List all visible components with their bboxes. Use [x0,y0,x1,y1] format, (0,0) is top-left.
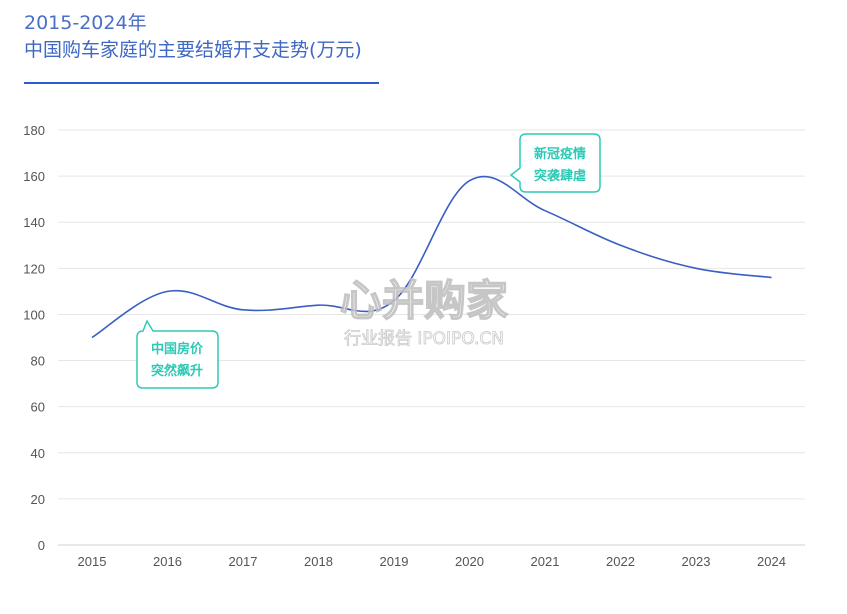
watermark-brand: 心并购家 [340,276,508,325]
series-line [91,175,772,339]
y-tick-label: 80 [31,354,45,369]
title-block: 2015-2024年 中国购车家庭的主要结婚开支走势(万元) [24,10,362,64]
x-tick-label: 2019 [380,554,409,569]
x-tick-label: 2017 [229,554,258,569]
y-tick-label: 40 [31,446,45,461]
y-tick-label: 140 [23,215,45,230]
callout-house-price-line1: 中国房价 [151,341,204,357]
y-tick-label: 120 [23,261,45,276]
x-tick-label: 2015 [78,554,107,569]
x-tick-label: 2022 [606,554,635,569]
grid-lines [58,129,805,546]
watermark-sub: 行业报告 IPOIPO.CN [344,329,504,349]
x-tick-label: 2016 [153,554,182,569]
y-tick-label: 60 [31,400,45,415]
callout-covid: 新冠疫情 突袭肆虐 [509,133,601,193]
chart-subtitle: 2015-2024年 [24,12,147,34]
y-axis-ticks: 0 20 40 60 80 100 120 140 160 180 [23,123,45,553]
callout-covid-box [509,133,601,193]
chart-title: 中国购车家庭的主要结婚开支走势(万元) [24,39,362,61]
title-underline [24,82,379,84]
callout-house-price-box [136,319,219,389]
callout-house-price: 中国房价 突然飙升 [136,319,219,389]
x-axis-ticks: 2015 2016 2017 2018 2019 2020 2021 2022 2023 2024 [78,554,786,569]
x-tick-label: 2020 [455,554,484,569]
y-tick-label: 160 [23,169,45,184]
callout-covid-line1: 新冠疫情 [534,146,586,162]
y-tick-label: 100 [23,307,45,322]
x-tick-label: 2023 [682,554,711,569]
callout-covid-line2: 突袭肆虐 [534,168,586,184]
callout-house-price-line2: 突然飙升 [151,363,203,379]
x-tick-label: 2024 [757,554,786,569]
y-tick-label: 180 [23,123,45,138]
x-tick-label: 2018 [304,554,333,569]
x-tick-label: 2021 [531,554,560,569]
watermark: 心并购家 行业报告 IPOIPO.CN [339,275,508,349]
y-tick-label: 20 [31,492,45,507]
y-tick-label: 0 [38,538,45,553]
